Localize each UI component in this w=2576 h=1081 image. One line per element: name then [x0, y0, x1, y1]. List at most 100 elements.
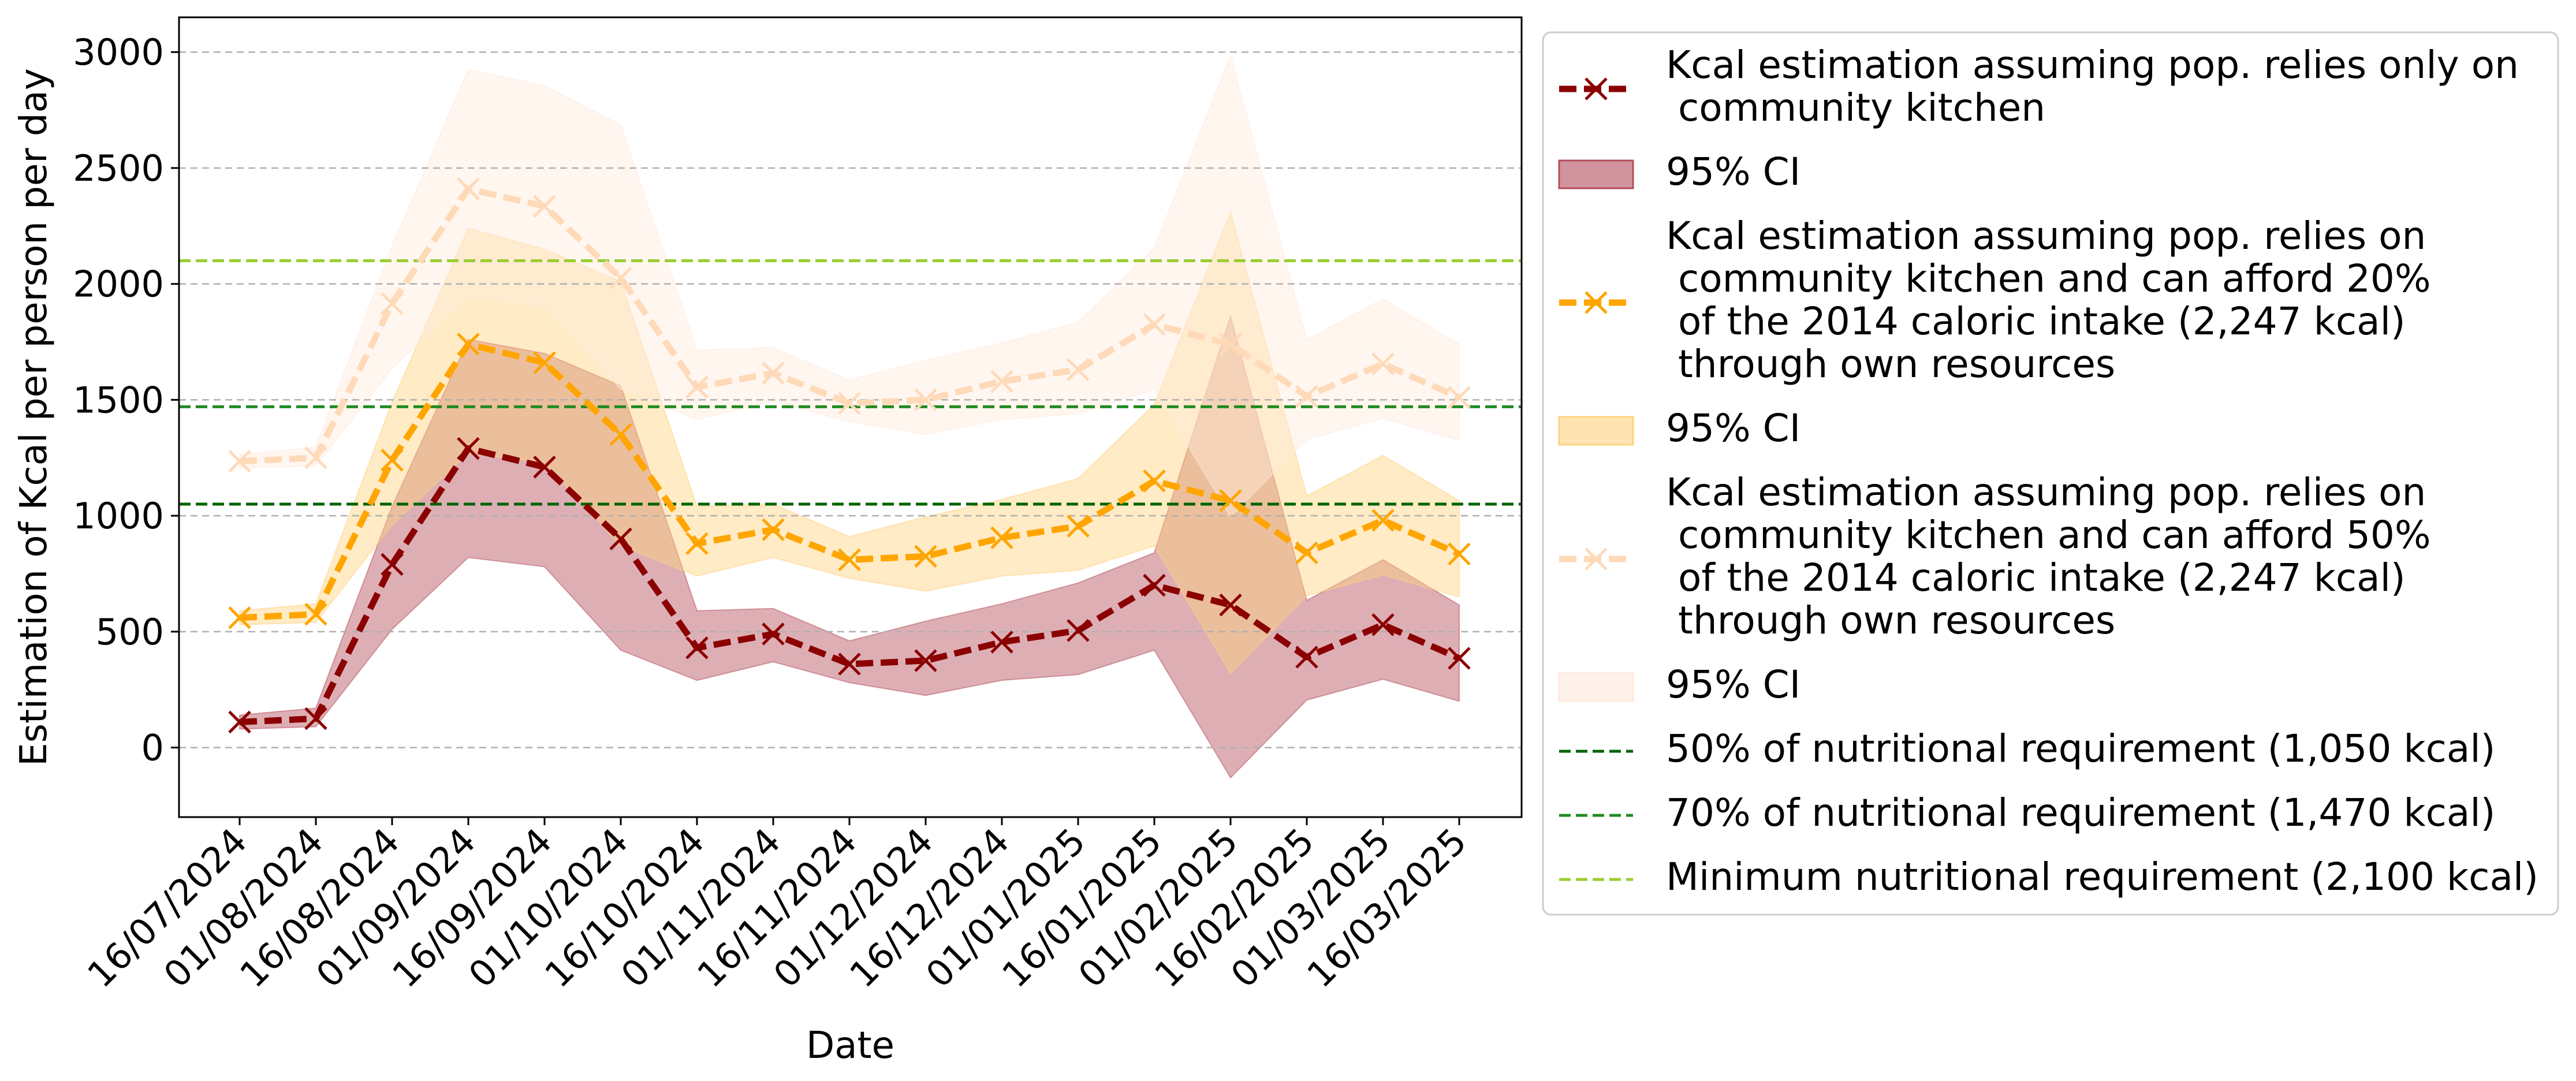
data-point	[381, 292, 404, 315]
data-point	[228, 710, 251, 734]
legend-label: Minimum nutritional requirement (2,100 k…	[1666, 855, 2538, 899]
marker-stroke	[457, 177, 480, 200]
data-point	[914, 545, 937, 568]
data-point	[1143, 469, 1166, 493]
marker-stroke	[381, 449, 404, 472]
data-point	[1371, 352, 1395, 375]
legend: Kcal estimation assuming pop. relies onl…	[1542, 31, 2559, 916]
series-1	[228, 437, 1471, 734]
legend-item: 95% CI	[1558, 406, 1800, 450]
marker-stroke	[533, 456, 556, 479]
data-point	[1067, 619, 1090, 642]
marker-stroke	[1067, 358, 1090, 381]
series-2	[228, 333, 1471, 629]
legend-label-line: 70% of nutritional requirement (1,470 kc…	[1666, 791, 2495, 835]
legend-item: 95% CI	[1558, 150, 1800, 194]
ci-band-1	[239, 314, 1460, 779]
legend-swatch	[1558, 159, 1634, 189]
marker-stroke	[381, 292, 404, 315]
marker-stroke	[1448, 542, 1471, 566]
legend-swatch	[1558, 416, 1634, 446]
series-line-2	[239, 341, 1461, 621]
data-point	[609, 527, 632, 551]
x-axis-title: Date	[806, 1024, 894, 1067]
marker-stroke	[685, 375, 709, 399]
ci-band-3	[239, 54, 1460, 518]
data-point	[1371, 613, 1395, 636]
y-tick-label: 2500	[73, 147, 164, 189]
legend-item: 70% of nutritional requirement (1,470 kc…	[1559, 791, 2495, 835]
y-tick-label: 500	[96, 611, 164, 653]
data-point	[762, 518, 785, 541]
marker-stroke	[1143, 313, 1166, 336]
marker-stroke	[381, 553, 404, 576]
legend-label-line: through own resources	[1666, 598, 2115, 643]
data-point	[228, 606, 251, 629]
marker-stroke	[1219, 593, 1242, 617]
legend-label-line: Kcal estimation assuming pop. relies on	[1666, 214, 2426, 258]
legend-item: Kcal estimation assuming pop. relies onl…	[1559, 43, 2519, 130]
legend-label: Kcal estimation assuming pop. relies on …	[1666, 214, 2431, 386]
legend-label: 95% CI	[1666, 150, 1800, 194]
marker-stroke	[1067, 515, 1090, 538]
marker-stroke	[1143, 573, 1166, 597]
legend-label-line: Kcal estimation assuming pop. relies on	[1666, 470, 2426, 515]
marker-stroke	[304, 446, 327, 469]
legend-label-line: 95% CI	[1666, 662, 1800, 707]
marker-stroke	[685, 532, 709, 556]
series-line-1	[239, 445, 1461, 725]
marker-stroke	[304, 707, 327, 730]
legend-marker	[1585, 291, 1608, 314]
legend-label: 95% CI	[1666, 662, 1800, 707]
marker-stroke	[304, 602, 327, 626]
marker-stroke	[1295, 385, 1318, 408]
marker-stroke	[1448, 647, 1471, 670]
marker-stroke	[609, 266, 632, 290]
data-point	[228, 450, 251, 473]
data-point	[1219, 333, 1242, 356]
legend-label: Kcal estimation assuming pop. relies on …	[1666, 470, 2431, 643]
marker-stroke	[228, 606, 251, 629]
data-point	[533, 351, 556, 374]
data-point	[457, 177, 480, 200]
data-point	[457, 437, 480, 460]
marker-stroke	[914, 388, 937, 412]
data-point	[533, 456, 556, 479]
marker-stroke	[914, 649, 937, 672]
marker-stroke	[228, 450, 251, 473]
legend-box	[1542, 31, 2559, 916]
marker-stroke	[1295, 646, 1318, 669]
legend-item: 95% CI	[1558, 662, 1800, 707]
data-point	[1371, 509, 1395, 532]
legend-swatch	[1558, 672, 1634, 702]
data-point	[1295, 385, 1318, 408]
marker-stroke	[457, 333, 480, 356]
marker-stroke	[1585, 77, 1608, 100]
data-point	[1448, 647, 1471, 670]
data-point	[1067, 515, 1090, 538]
data-point	[457, 333, 480, 356]
data-point	[381, 553, 404, 576]
data-point	[838, 392, 861, 415]
legend-item: Minimum nutritional requirement (2,100 k…	[1559, 855, 2538, 899]
legend-marker	[1585, 77, 1608, 100]
y-axis-title: Estimation of Kcal per person per day	[13, 68, 55, 766]
marker-stroke	[533, 351, 556, 374]
marker-stroke	[609, 423, 632, 446]
legend-marker	[1585, 547, 1608, 571]
marker-stroke	[1067, 619, 1090, 642]
marker-stroke	[914, 545, 937, 568]
data-point	[1143, 313, 1166, 336]
data-point	[685, 636, 709, 659]
marker-stroke	[228, 710, 251, 734]
data-point	[381, 449, 404, 472]
legend-label-line: 50% of nutritional requirement (1,050 kc…	[1666, 726, 2495, 771]
marker-stroke	[1371, 509, 1395, 532]
legend-label-line: of the 2014 caloric intake (2,247 kcal)	[1666, 556, 2406, 600]
data-point	[838, 548, 861, 572]
marker-stroke	[762, 518, 785, 541]
legend-label-line: community kitchen	[1666, 85, 2045, 130]
data-point	[762, 622, 785, 646]
data-point	[1448, 542, 1471, 566]
